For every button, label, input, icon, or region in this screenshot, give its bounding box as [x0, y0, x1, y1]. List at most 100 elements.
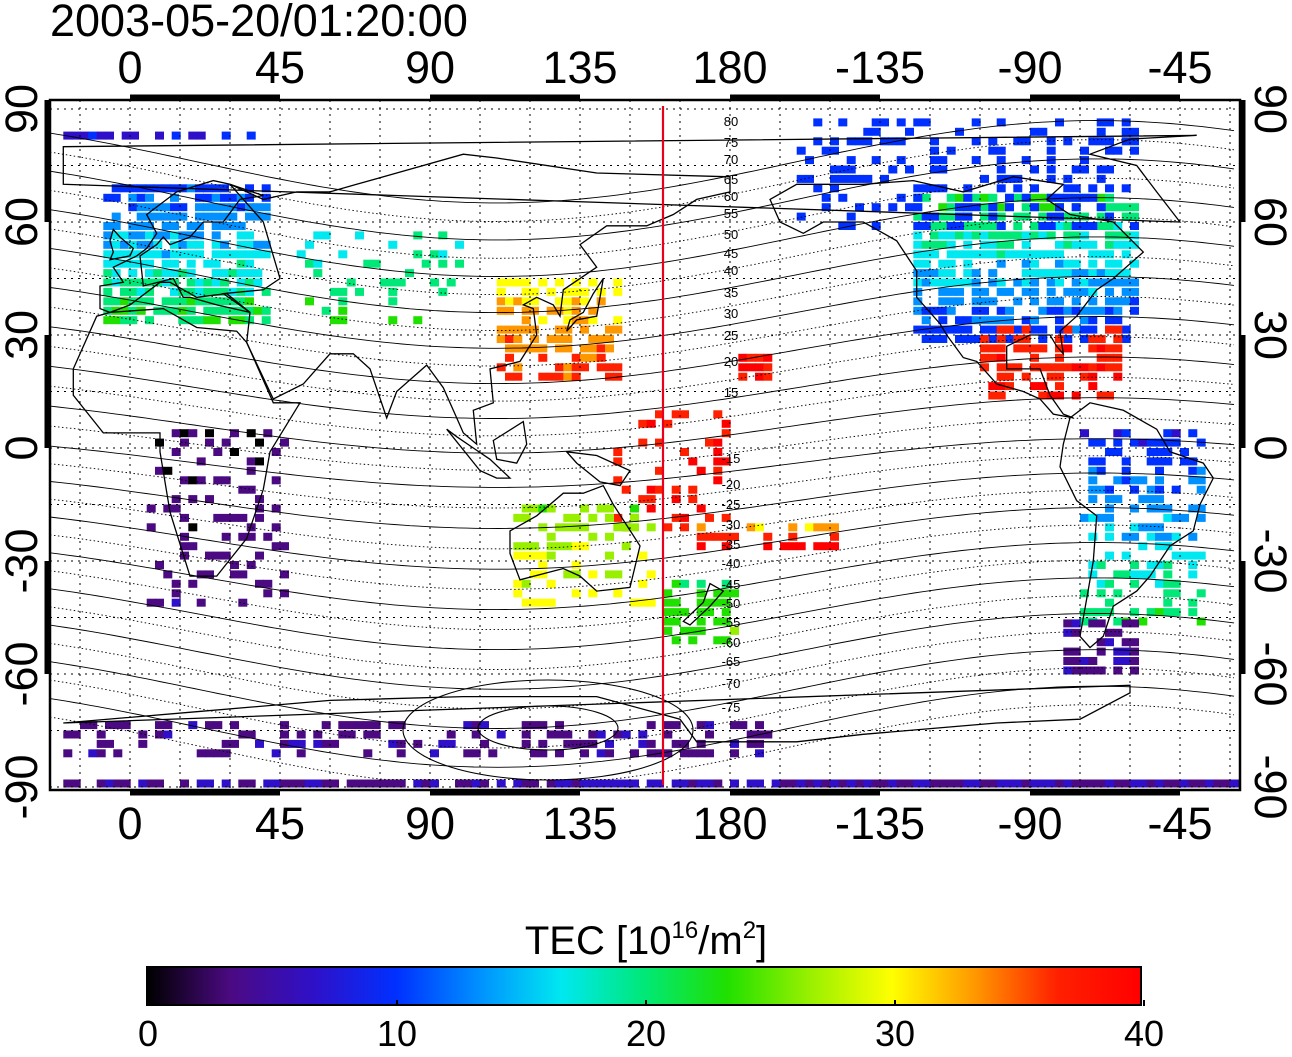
- tec-cell: [513, 372, 523, 381]
- tec-cell: [1121, 466, 1131, 475]
- tec-cell: [496, 297, 506, 306]
- tec-cell: [855, 137, 864, 146]
- tec-cell: [613, 513, 623, 522]
- tec-cell: [355, 721, 364, 730]
- tec-cell: [1163, 438, 1173, 447]
- tec-cell: [145, 193, 154, 202]
- tec-cell: [195, 193, 204, 202]
- tec-cell: [146, 504, 156, 513]
- tec-cell: [588, 730, 598, 739]
- tec-cell: [396, 749, 406, 758]
- tec-cell: [1171, 429, 1181, 438]
- tec-cell: [396, 278, 406, 287]
- tec-cell: [1046, 297, 1056, 306]
- tec-cell: [613, 363, 623, 372]
- tec-cell: [321, 721, 331, 730]
- tec-cell: [946, 278, 956, 287]
- tec-cell: [1088, 466, 1098, 475]
- tec-cell: [780, 542, 789, 551]
- tec-cell: [1005, 193, 1014, 202]
- colorbar-tick-label: 40: [1123, 1013, 1165, 1054]
- tec-cell: [338, 287, 348, 296]
- tec-cell: [155, 721, 164, 730]
- tec-cell: [630, 513, 639, 522]
- tec-cell: [178, 203, 188, 212]
- tec-cell: [1105, 278, 1114, 287]
- tec-cell: [113, 721, 123, 730]
- tec-cell: [755, 363, 764, 372]
- bottom-tick-label: 45: [254, 798, 306, 849]
- tec-cell: [921, 316, 931, 325]
- tec-cell: [128, 316, 138, 325]
- tec-cell: [186, 250, 196, 259]
- tec-cell: [1038, 306, 1048, 315]
- tec-cell: [296, 730, 306, 739]
- tec-cell: [205, 721, 214, 730]
- tec-cell: [546, 779, 556, 788]
- tec-cell: [1105, 779, 1114, 788]
- tec-cell: [963, 278, 973, 287]
- tec-cell: [161, 212, 171, 221]
- tec-cell: [930, 278, 939, 287]
- contour-line: [50, 356, 1235, 419]
- timestamp-title: 2003-05-20/01:20:00: [50, 0, 468, 46]
- tec-cell: [203, 316, 213, 325]
- tec-cell: [196, 457, 206, 466]
- tec-cell: [1163, 532, 1173, 541]
- bottom-tick-label: 135: [542, 798, 618, 849]
- tec-cell: [220, 203, 229, 212]
- tec-cell: [236, 316, 246, 325]
- tec-cell: [105, 131, 114, 140]
- tec-cell: [580, 363, 589, 372]
- tec-cell: [221, 532, 231, 541]
- tec-cell: [555, 325, 564, 334]
- tec-cell: [1071, 278, 1081, 287]
- tec-cell: [170, 212, 179, 221]
- tec-cell: [538, 721, 548, 730]
- tec-cell: [1005, 363, 1014, 372]
- tec-cell: [930, 250, 939, 259]
- tec-cell: [1163, 589, 1173, 598]
- tec-cell: [228, 306, 238, 315]
- tec-cell: [145, 278, 154, 287]
- tec-cell: [671, 598, 681, 607]
- tec-cell: [538, 344, 548, 353]
- tec-cell: [178, 212, 188, 221]
- tec-cell: [538, 278, 548, 287]
- tec-cell: [921, 325, 931, 334]
- tec-cell: [245, 287, 254, 296]
- tec-cell: [946, 287, 956, 296]
- tec-cell: [663, 598, 673, 607]
- tec-cell: [1021, 372, 1031, 381]
- tec-cell: [921, 278, 931, 287]
- tec-cell: [88, 721, 98, 730]
- tec-cell: [763, 532, 773, 541]
- tec-cell: [721, 429, 731, 438]
- tec-cell: [638, 598, 648, 607]
- tec-cell: [155, 598, 164, 607]
- tec-cell: [513, 335, 523, 343]
- tec-cell: [513, 513, 523, 522]
- tec-cell: [1113, 495, 1123, 504]
- tec-cell: [1113, 628, 1123, 637]
- tec-cell: [1180, 551, 1189, 560]
- tec-cell: [1121, 118, 1131, 127]
- contour-label: -75: [722, 700, 741, 715]
- tec-cell: [271, 504, 281, 513]
- tec-cell: [338, 721, 348, 730]
- tec-cell: [1096, 579, 1106, 588]
- tec-cell: [261, 240, 271, 249]
- tec-cell: [128, 231, 138, 240]
- tec-cell: [280, 570, 289, 579]
- tec-cell: [1080, 240, 1089, 249]
- contour-label: -25: [722, 497, 741, 512]
- tec-cell: [1013, 344, 1023, 353]
- tec-cell: [1188, 504, 1198, 513]
- tec-cell: [455, 259, 464, 268]
- tec-cell: [813, 523, 823, 532]
- contour-line: [50, 438, 1235, 488]
- contour-label: -35: [722, 537, 741, 552]
- tec-cell: [996, 363, 1006, 372]
- tec-cell: [1046, 231, 1056, 240]
- tec-cell: [680, 523, 689, 532]
